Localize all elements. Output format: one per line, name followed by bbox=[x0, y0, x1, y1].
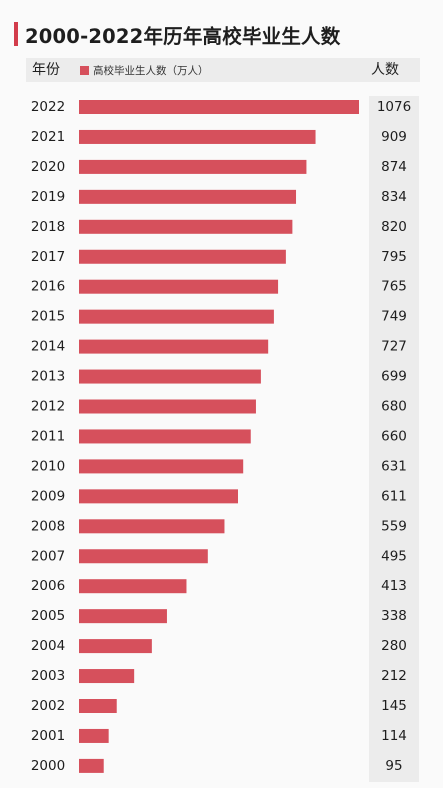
value-label: 749 bbox=[381, 309, 407, 325]
value-label: 114 bbox=[381, 728, 407, 744]
value-label: 280 bbox=[381, 638, 407, 654]
value-label: 660 bbox=[381, 428, 407, 444]
value-label: 338 bbox=[381, 608, 407, 624]
year-label: 2019 bbox=[31, 189, 65, 205]
bar bbox=[79, 639, 152, 654]
legend: 高校毕业生人数（万人） bbox=[80, 58, 209, 82]
value-label: 874 bbox=[381, 159, 407, 175]
title-block: 2000-2022年历年高校毕业生人数 bbox=[14, 20, 340, 48]
value-label: 834 bbox=[381, 189, 407, 205]
year-label: 2004 bbox=[31, 638, 65, 654]
bar bbox=[79, 459, 244, 474]
bar bbox=[79, 699, 117, 713]
bar bbox=[79, 189, 297, 204]
bar bbox=[79, 669, 135, 684]
year-label: 2015 bbox=[31, 309, 65, 325]
title-accent-bar bbox=[14, 22, 18, 46]
bar bbox=[79, 159, 307, 174]
year-label: 2006 bbox=[31, 578, 65, 594]
year-label: 2020 bbox=[31, 159, 65, 175]
bar bbox=[79, 728, 109, 743]
year-label: 2001 bbox=[31, 728, 65, 744]
bar bbox=[79, 129, 316, 144]
year-column-header: 年份 bbox=[32, 62, 60, 78]
value-label: 212 bbox=[381, 668, 407, 684]
bar bbox=[79, 249, 286, 264]
year-label: 2009 bbox=[31, 488, 65, 504]
value-label: 680 bbox=[381, 399, 407, 415]
legend-label: 高校毕业生人数（万人） bbox=[93, 64, 209, 77]
bar bbox=[79, 219, 293, 234]
year-label: 2010 bbox=[31, 458, 65, 474]
year-label: 2016 bbox=[31, 279, 65, 295]
year-label: 2022 bbox=[31, 99, 65, 115]
year-label: 2018 bbox=[31, 219, 65, 235]
bar bbox=[79, 519, 225, 534]
bar bbox=[79, 429, 251, 444]
bar bbox=[79, 758, 104, 773]
value-label: 1076 bbox=[377, 99, 411, 115]
value-label: 727 bbox=[381, 339, 407, 355]
bar bbox=[79, 309, 274, 324]
value-column-band bbox=[369, 96, 419, 782]
year-label: 2011 bbox=[31, 428, 65, 444]
year-label: 2013 bbox=[31, 369, 65, 385]
value-label: 145 bbox=[381, 698, 407, 714]
year-label: 2000 bbox=[31, 758, 65, 774]
value-label: 765 bbox=[381, 279, 407, 295]
bar bbox=[79, 579, 187, 594]
bar bbox=[79, 549, 208, 564]
bar bbox=[79, 399, 256, 414]
year-label: 2021 bbox=[31, 129, 65, 145]
value-label: 820 bbox=[381, 219, 407, 235]
bar bbox=[79, 369, 261, 384]
value-label: 699 bbox=[381, 369, 407, 385]
bar bbox=[79, 100, 359, 114]
value-label: 95 bbox=[385, 758, 402, 774]
year-label: 2014 bbox=[31, 339, 65, 355]
year-label: 2007 bbox=[31, 548, 65, 564]
year-label: 2003 bbox=[31, 668, 65, 684]
year-label: 2005 bbox=[31, 608, 65, 624]
bar bbox=[79, 489, 238, 504]
value-label: 413 bbox=[381, 578, 407, 594]
chart-title: 2000-2022年历年高校毕业生人数 bbox=[25, 24, 341, 48]
value-label: 495 bbox=[381, 548, 407, 564]
bar bbox=[79, 339, 269, 354]
year-label: 2017 bbox=[31, 249, 65, 265]
year-label: 2002 bbox=[31, 698, 65, 714]
year-label: 2008 bbox=[31, 518, 65, 534]
bar bbox=[79, 279, 279, 294]
people-column-header: 人数 bbox=[371, 62, 399, 78]
year-label: 2012 bbox=[31, 399, 65, 415]
header-band bbox=[26, 58, 420, 82]
value-label: 611 bbox=[381, 488, 407, 504]
value-label: 631 bbox=[381, 458, 407, 474]
legend-swatch bbox=[80, 65, 89, 75]
bar bbox=[79, 609, 167, 624]
value-label: 909 bbox=[381, 129, 407, 145]
value-label: 795 bbox=[381, 249, 407, 265]
value-label: 559 bbox=[381, 518, 407, 534]
